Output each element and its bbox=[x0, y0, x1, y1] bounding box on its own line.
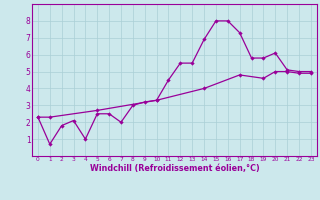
X-axis label: Windchill (Refroidissement éolien,°C): Windchill (Refroidissement éolien,°C) bbox=[90, 164, 259, 173]
